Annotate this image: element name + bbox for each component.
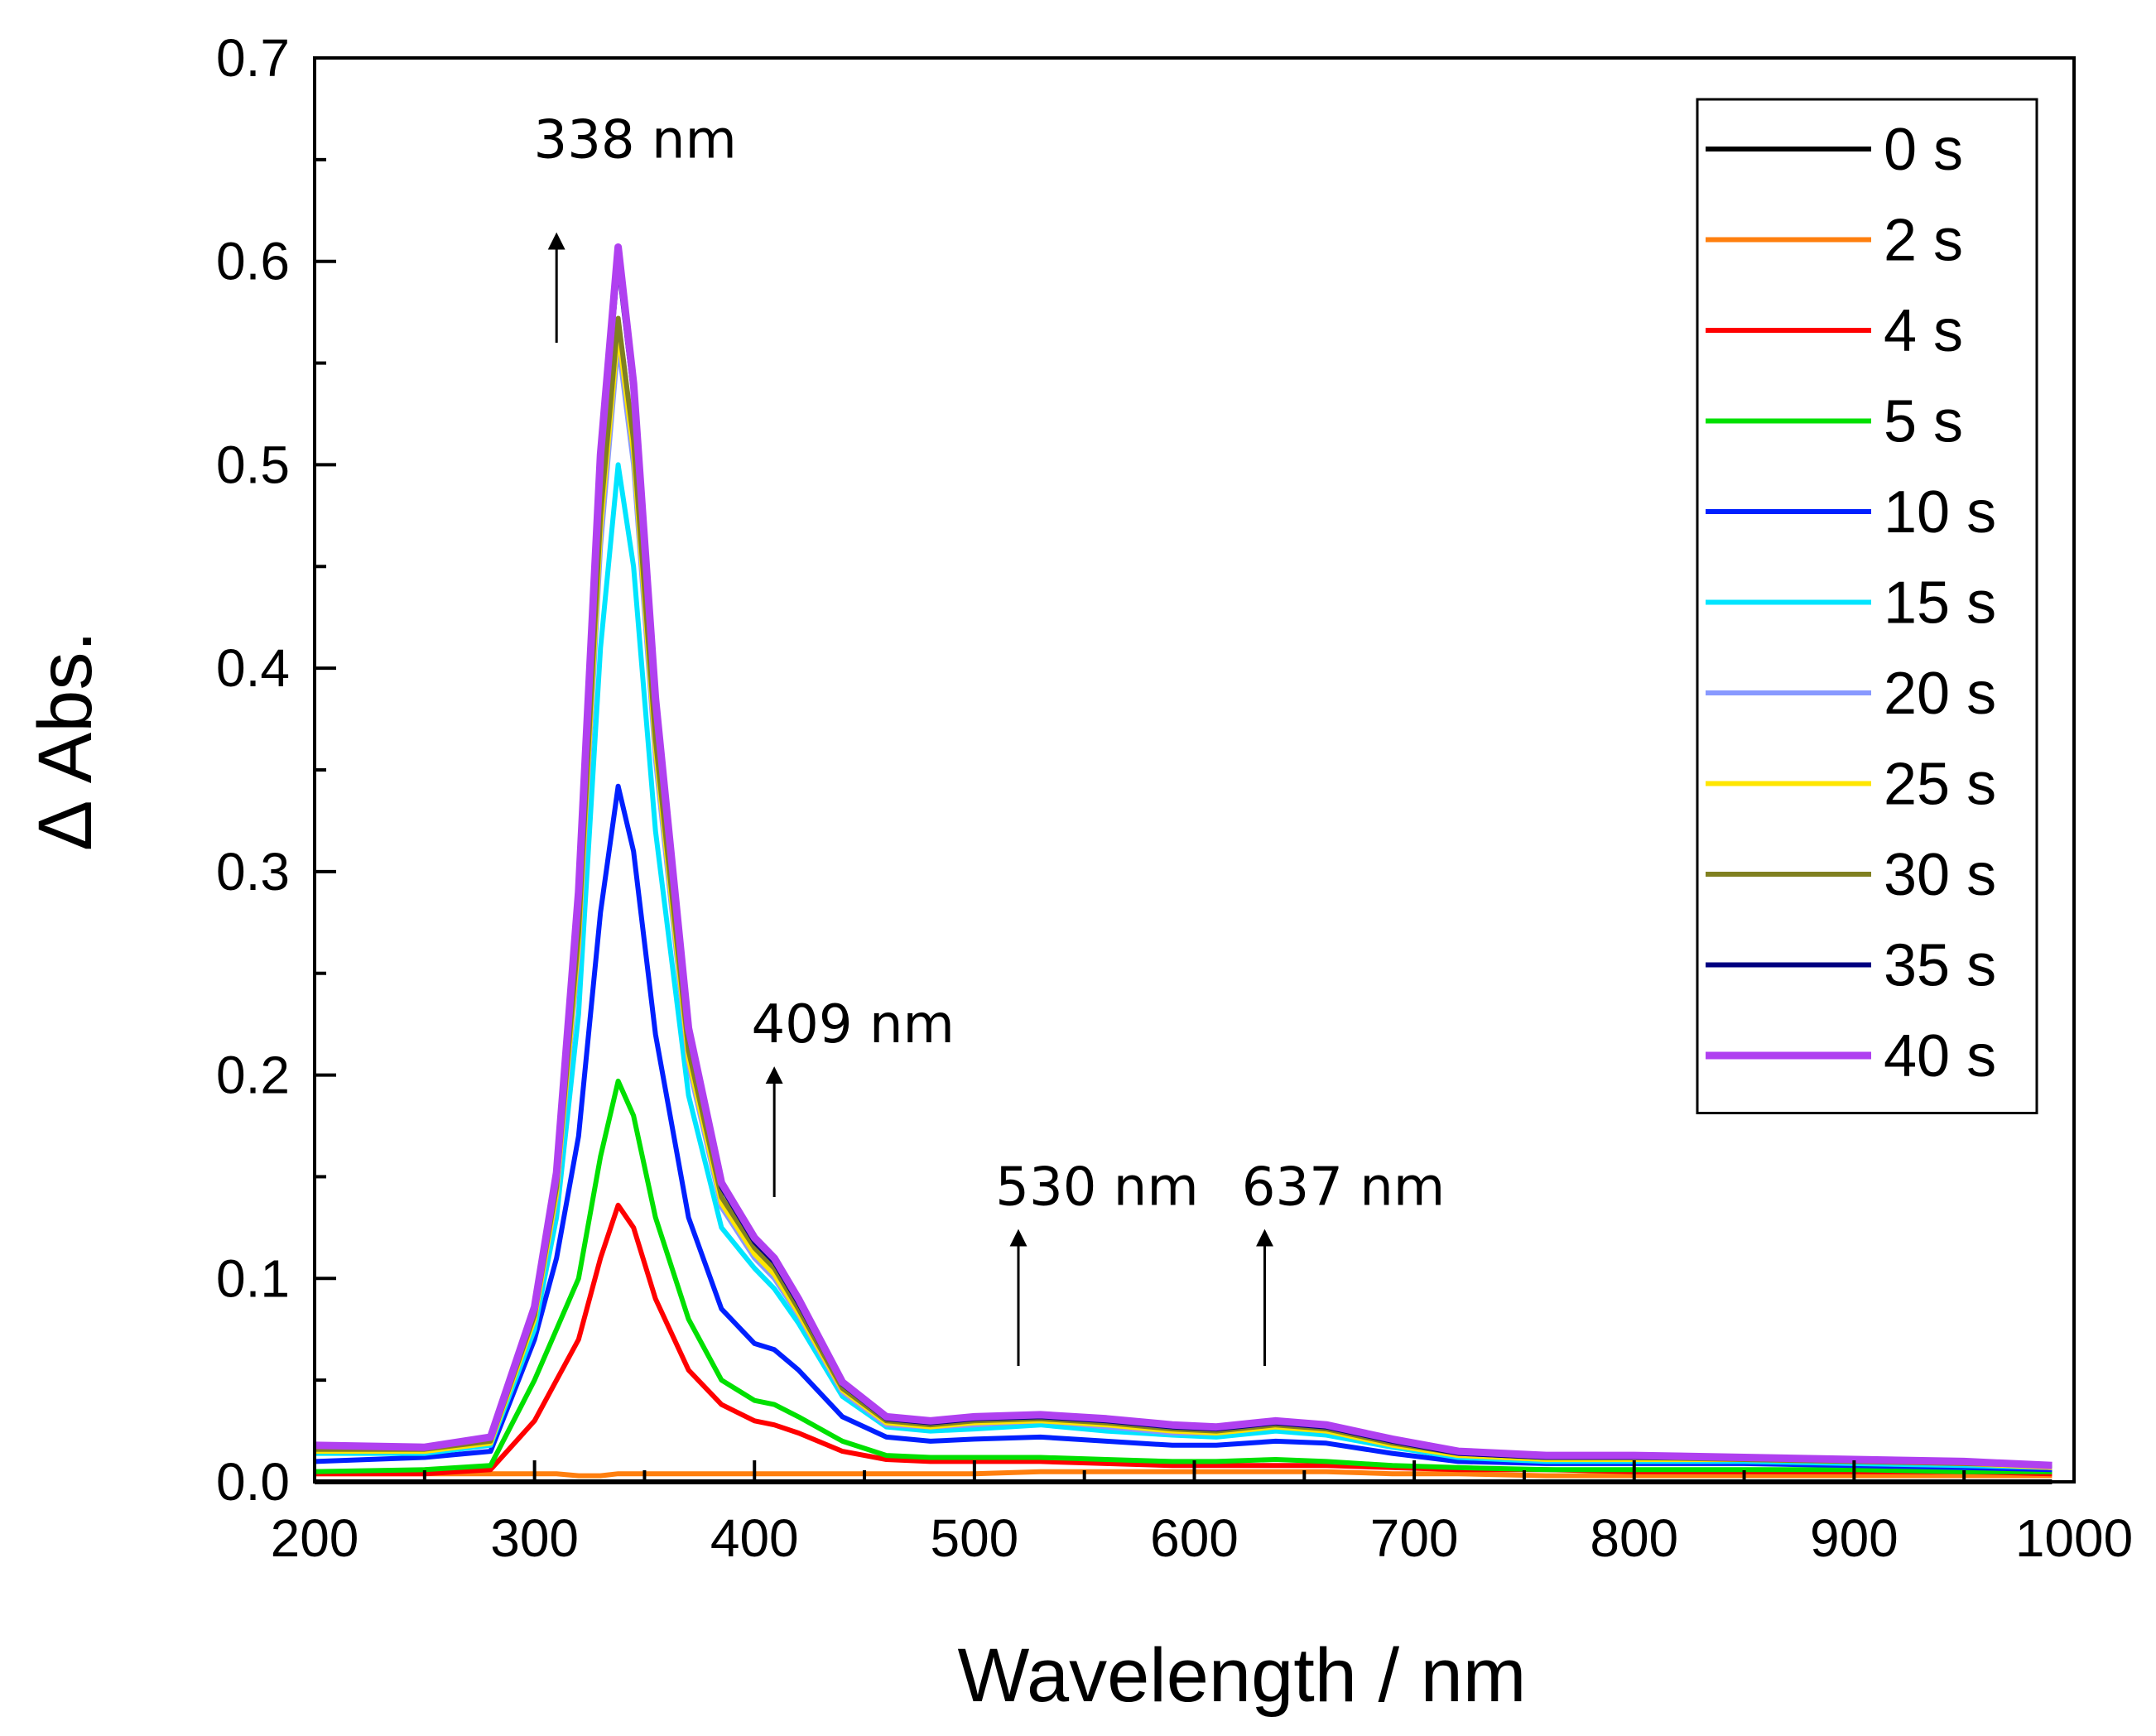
x-tick-label: 300 <box>490 1508 579 1568</box>
legend-label: 30 s <box>1884 842 1996 908</box>
legend-box <box>1696 98 2038 1114</box>
y-tick-label: 0.2 <box>216 1046 290 1105</box>
y-tick-label: 0.0 <box>216 1452 290 1512</box>
legend: 0 s 2 s 4 s 5 s 10 s 15 s 20 s 25 s 30 s 35 s 40 s <box>1696 98 2038 1114</box>
x-tick-label: 700 <box>1370 1508 1459 1568</box>
legend-label: 20 s <box>1884 661 1996 727</box>
legend-label: 5 s <box>1884 389 1963 455</box>
y-tick-label: 0.1 <box>216 1248 290 1308</box>
x-tick-label: 900 <box>1810 1508 1899 1568</box>
x-tick-label: 1000 <box>2015 1508 2133 1568</box>
annotation-label: 409 nm <box>751 994 954 1056</box>
legend-label: 4 s <box>1884 298 1963 364</box>
series-line-5s <box>314 1078 2053 1474</box>
x-tick-label: 800 <box>1590 1508 1678 1568</box>
legend-label: 10 s <box>1884 479 1996 546</box>
annotation-label: 637 nm <box>1242 1157 1445 1219</box>
annotation-layer: 338 nm 409 nm 530 nm 637 nm <box>533 109 1445 1366</box>
y-tick-label: 0.6 <box>216 232 290 291</box>
annotation-label: 338 nm <box>533 109 736 171</box>
series-line-40s <box>314 243 2053 1469</box>
series-line-2s <box>315 1469 2053 1479</box>
y-tick-label: 0.5 <box>216 435 290 494</box>
y-tick-label: 0.7 <box>216 28 290 88</box>
series-layer <box>314 243 2053 1484</box>
x-tick-label: 600 <box>1150 1508 1239 1568</box>
y-tick-label: 0.4 <box>216 638 290 698</box>
legend-label: 35 s <box>1884 933 1996 999</box>
legend-label: 25 s <box>1884 752 1996 818</box>
series-line-10s <box>314 783 2053 1473</box>
y-tick-label: 0.3 <box>216 842 290 902</box>
legend-label: 2 s <box>1884 208 1963 274</box>
annotation-label: 530 nm <box>995 1157 1198 1219</box>
x-axis-title: Wavelength / nm <box>958 1633 1527 1718</box>
y-axis-title: Δ Abs. <box>23 631 108 851</box>
x-tick-label: 200 <box>271 1508 359 1568</box>
legend-label: 0 s <box>1884 117 1963 183</box>
x-tick-label: 500 <box>930 1508 1018 1568</box>
legend-label: 40 s <box>1884 1023 1996 1089</box>
axis-layer: 200 300 400 500 600 700 800 900 1000 0.0 0.1 0.2 0.3… <box>216 28 2133 1568</box>
x-tick-label: 400 <box>710 1508 799 1568</box>
legend-label: 15 s <box>1884 570 1996 637</box>
